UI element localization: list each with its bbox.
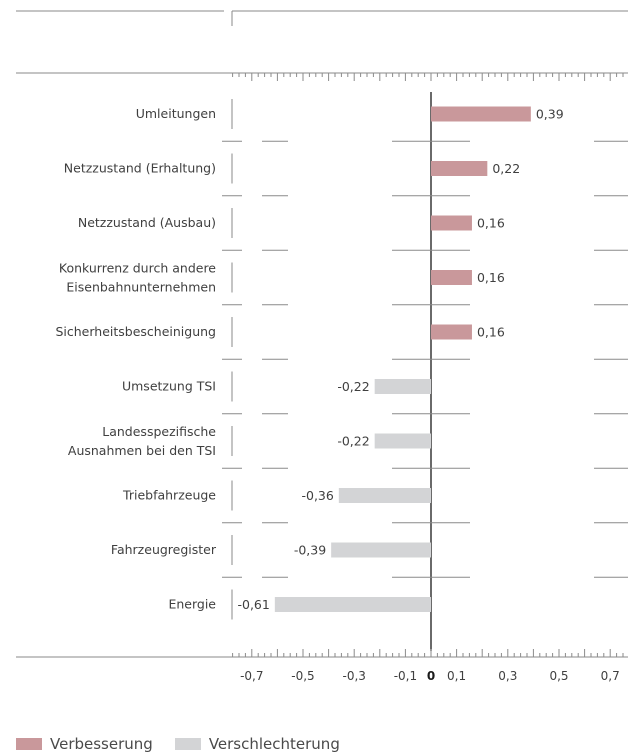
legend-item-positive: Verbesserung: [16, 735, 153, 753]
category-label-line: Fahrzeugregister: [111, 542, 217, 557]
legend-swatch-positive: [16, 738, 42, 750]
bar: [274, 597, 431, 612]
category-rows: Umleitungen Netzzustand (Erhaltung) Netzzu…: [55, 99, 628, 620]
category-label: Landesspezifische Ausnahmen bei den TSI: [68, 424, 216, 458]
category-label-line: Umleitungen: [136, 106, 216, 121]
category-label: Umleitungen: [136, 106, 216, 121]
category-label: Sicherheitsbescheinigung: [55, 324, 216, 339]
value-label: -0,22: [337, 434, 369, 449]
category-label: Umsetzung TSI: [122, 379, 216, 394]
bar: [431, 106, 531, 122]
category-label: Netzzustand (Erhaltung): [64, 161, 216, 176]
bar: [374, 433, 431, 449]
legend-item-negative: Verschlechterung: [174, 735, 340, 753]
category-label: Netzzustand (Ausbau): [78, 215, 216, 230]
legend: Verbesserung Verschlechterung: [16, 734, 362, 754]
bars: 0,39 0,22 0,16 0,16 0,16 -0,22 -0,22 -0,36 -0,39…: [237, 106, 564, 612]
tick-label: 0,7: [601, 669, 620, 683]
category-label-line: Ausnahmen bei den TSI: [68, 443, 216, 458]
category-label: Konkurrenz durch andere Eisenbahnunterneh…: [59, 261, 216, 295]
tick-label: 0,3: [498, 669, 517, 683]
category-label-line: Eisenbahnunternehmen: [66, 280, 216, 295]
diverging-bar-chart: Umleitungen Netzzustand (Erhaltung) Netzzu…: [16, 10, 628, 683]
category-label: Triebfahrzeuge: [122, 488, 216, 503]
bar: [374, 379, 431, 394]
bar: [431, 324, 472, 340]
value-label: 0,39: [536, 107, 564, 122]
tick-label: -0,7: [240, 669, 263, 683]
category-label: Energie: [168, 597, 216, 612]
legend-label-negative: Verschlechterung: [208, 735, 340, 753]
value-label: -0,22: [337, 379, 369, 394]
bar: [338, 488, 431, 503]
axis-ticks: [232, 73, 624, 657]
value-label: -0,39: [294, 543, 326, 558]
category-label-line: Landesspezifische: [102, 424, 216, 439]
category-label-line: Umsetzung TSI: [122, 379, 216, 394]
category-label-line: Sicherheitsbescheinigung: [55, 324, 216, 339]
value-label: 0,16: [477, 270, 505, 285]
value-label: -0,36: [301, 488, 333, 503]
value-label: 0,16: [477, 216, 505, 231]
category-label-line: Triebfahrzeuge: [122, 488, 216, 503]
value-label: 0,22: [492, 161, 520, 176]
tick-label: 0: [427, 669, 435, 683]
bar: [431, 270, 472, 285]
tick-label: -0,5: [291, 669, 314, 683]
category-label: Fahrzeugregister: [111, 542, 217, 557]
bar: [431, 161, 488, 176]
category-label-line: Netzzustand (Erhaltung): [64, 161, 216, 176]
category-label-line: Netzzustand (Ausbau): [78, 215, 216, 230]
category-label-line: Energie: [168, 597, 216, 612]
bar: [431, 215, 472, 231]
tick-label: -0,1: [394, 669, 417, 683]
tick-label: -0,3: [342, 669, 365, 683]
category-label-line: Konkurrenz durch andere: [59, 261, 216, 276]
tick-label: 0,1: [447, 669, 466, 683]
value-label: -0,61: [237, 597, 269, 612]
value-label: 0,16: [477, 325, 505, 340]
tick-label: 0,5: [549, 669, 568, 683]
axis-tick-labels: -0,7 -0,5 -0,3 -0,1 0 0,1 0,3 0,5 0,7: [240, 669, 620, 683]
legend-label-positive: Verbesserung: [50, 735, 153, 753]
legend-swatch-negative: [174, 738, 201, 750]
bar: [331, 542, 431, 558]
